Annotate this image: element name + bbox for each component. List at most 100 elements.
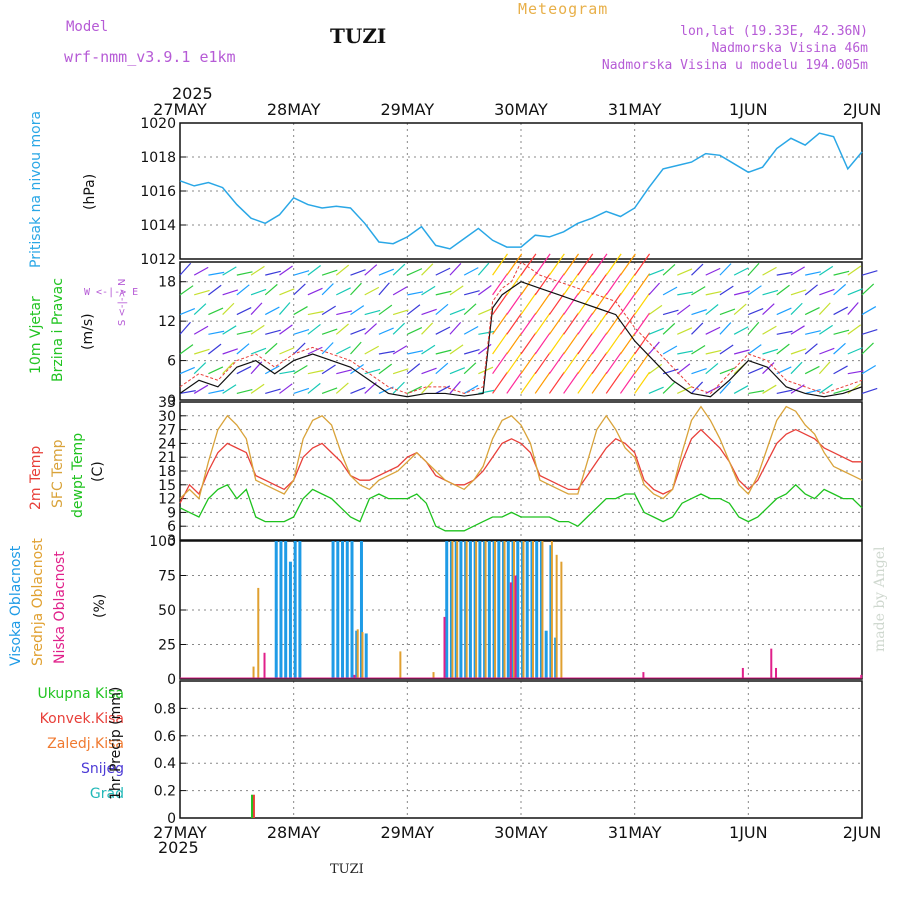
wind-barb bbox=[321, 328, 338, 335]
wind-barb bbox=[293, 283, 306, 296]
cloud-bar-0 bbox=[516, 541, 520, 678]
panel-frame-temp bbox=[179, 401, 863, 541]
wind-barb bbox=[279, 370, 296, 375]
wind-barb bbox=[449, 344, 464, 355]
wind-barb bbox=[563, 332, 580, 355]
cloud-bar-1 bbox=[356, 629, 359, 678]
wind-barb bbox=[364, 264, 378, 276]
wind-barb bbox=[804, 343, 818, 355]
wind-barb bbox=[364, 309, 381, 316]
cloud-bar-0 bbox=[341, 541, 345, 678]
wind-barb bbox=[833, 270, 850, 276]
wind-barb bbox=[449, 367, 466, 375]
wind-barb bbox=[464, 349, 480, 355]
wind-barb bbox=[804, 284, 818, 296]
cloud-bar-0 bbox=[293, 541, 297, 678]
wind-barb bbox=[776, 330, 793, 335]
wind-barb bbox=[250, 288, 267, 296]
ytick-label-temp: 9 bbox=[167, 505, 176, 521]
wind-barb bbox=[407, 268, 423, 276]
ytick-label-pressure: 1014 bbox=[140, 218, 176, 234]
wind-barb bbox=[748, 390, 765, 395]
wind-barb bbox=[591, 292, 608, 315]
wind-barb bbox=[506, 371, 523, 394]
meteogram-title: Meteogram bbox=[518, 0, 609, 18]
wind-speed-line bbox=[179, 281, 863, 398]
cloud-bar-2 bbox=[443, 616, 446, 678]
wind-barb bbox=[534, 312, 551, 335]
cloud-bar-1 bbox=[494, 541, 497, 678]
wind-barb bbox=[733, 267, 749, 276]
wind-barb bbox=[847, 324, 862, 335]
wind-barb bbox=[506, 332, 523, 355]
wind-barb bbox=[819, 288, 835, 296]
wind-barb bbox=[605, 352, 622, 375]
cloud-bar-1 bbox=[484, 541, 487, 678]
wind-barb bbox=[222, 302, 235, 315]
cloud-bar-2 bbox=[263, 652, 266, 678]
wind-barb bbox=[478, 330, 495, 335]
wind-barb bbox=[193, 303, 207, 316]
cloud-bar-2 bbox=[514, 575, 517, 678]
wind-barb bbox=[605, 292, 622, 315]
wind-barb bbox=[619, 352, 636, 375]
wind-barb bbox=[321, 269, 338, 276]
wind-barb bbox=[264, 306, 280, 316]
wind-barb bbox=[336, 310, 353, 316]
wind-barb bbox=[435, 362, 449, 375]
wind-barb bbox=[577, 332, 594, 355]
wind-barb bbox=[350, 364, 364, 375]
wind-barb bbox=[293, 306, 308, 316]
wind-barb bbox=[264, 365, 280, 375]
wind-barb bbox=[790, 266, 805, 276]
wind-barb bbox=[236, 307, 252, 316]
model-label: Model bbox=[66, 19, 109, 35]
wind-barb bbox=[691, 381, 704, 394]
xtick-label-bottom: 27MAY bbox=[153, 823, 207, 842]
wind-barb bbox=[407, 291, 424, 296]
wind-barb bbox=[264, 342, 278, 355]
wind-barb bbox=[236, 343, 250, 355]
wind-barb bbox=[563, 371, 580, 394]
wind-barb bbox=[236, 284, 250, 296]
wind-barb bbox=[179, 262, 192, 276]
wind-barb bbox=[492, 371, 508, 394]
wind-barb bbox=[463, 303, 477, 316]
wind-barb bbox=[307, 310, 324, 316]
wind-barb bbox=[307, 382, 321, 394]
cloud-bar-1 bbox=[465, 541, 468, 678]
wind-barb bbox=[677, 327, 693, 335]
wind-barb bbox=[392, 381, 405, 394]
wind-barb bbox=[548, 312, 565, 335]
wind-barb bbox=[719, 322, 732, 335]
wind-barb bbox=[179, 285, 194, 296]
wind-barb bbox=[861, 270, 878, 276]
wind-barb bbox=[719, 381, 732, 394]
wind-barb bbox=[406, 304, 421, 316]
cloud-bar-0 bbox=[274, 541, 278, 678]
cloud-bar-1 bbox=[451, 541, 454, 678]
wind-barb bbox=[392, 309, 409, 316]
wind-barb bbox=[336, 287, 351, 296]
wind-barb bbox=[350, 282, 362, 296]
wind-barb bbox=[194, 289, 210, 296]
wind-barb bbox=[733, 385, 749, 394]
ytick-label-cloud: 100 bbox=[149, 534, 176, 550]
wind-barb bbox=[591, 332, 608, 355]
wind-barb bbox=[733, 303, 747, 316]
wind-barb bbox=[364, 286, 380, 296]
wind-barb bbox=[648, 363, 663, 375]
xtick-label-top: 29MAY bbox=[381, 100, 435, 119]
wind-barb bbox=[691, 345, 706, 355]
wind-barb bbox=[250, 324, 265, 335]
wind-barb bbox=[563, 292, 580, 315]
cloud-bar-0 bbox=[279, 541, 283, 678]
wind-barb bbox=[392, 263, 406, 276]
wind-barb bbox=[321, 283, 334, 296]
panel-frame-wind bbox=[179, 261, 863, 401]
cloud-bar-2 bbox=[860, 674, 863, 678]
year-bottom: 2025 bbox=[158, 838, 199, 857]
wind-barb bbox=[279, 288, 295, 296]
wind-barb bbox=[677, 268, 693, 276]
wind-barb bbox=[265, 270, 281, 276]
